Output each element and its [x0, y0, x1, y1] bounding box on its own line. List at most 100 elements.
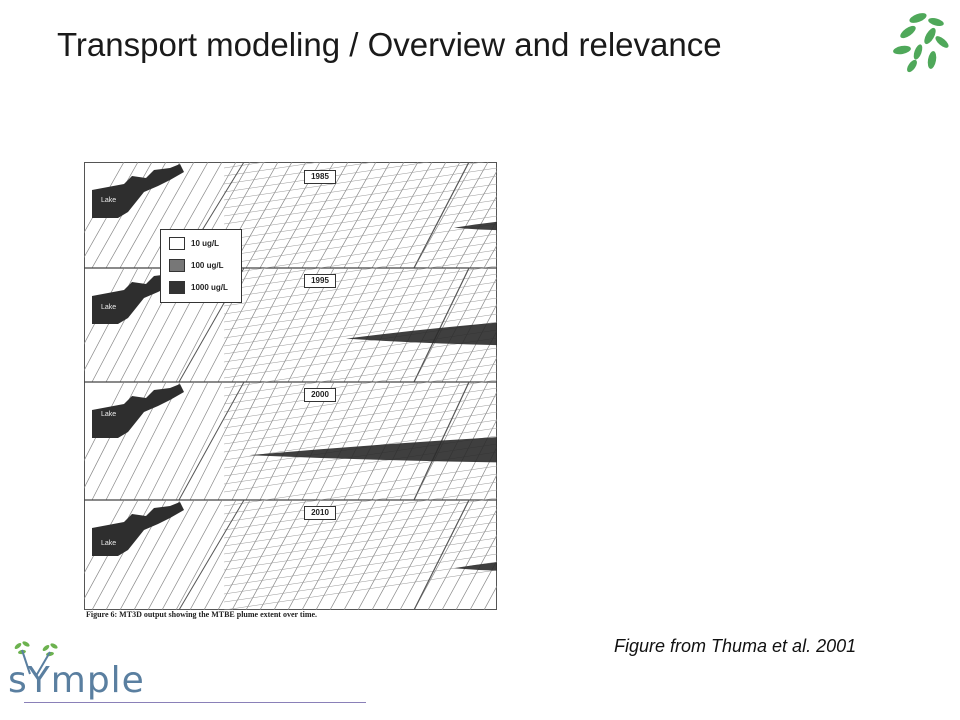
street-line — [223, 241, 498, 283]
footer-divider — [24, 702, 366, 703]
figure-credit: Figure from Thuma et al. 2001 — [614, 636, 857, 656]
street-line — [287, 161, 349, 269]
street-line — [245, 267, 307, 383]
street-line — [223, 289, 498, 331]
street-line — [245, 161, 307, 269]
street-line — [223, 465, 498, 507]
legend-swatch — [169, 236, 185, 250]
lake-label: Lake — [101, 540, 117, 547]
street-line — [223, 167, 498, 209]
street-line — [223, 313, 498, 355]
figure-caption: Figure 6: MT3D output showing the MTBE p… — [86, 610, 318, 619]
street-line — [231, 381, 293, 501]
year-label-2000: 2000 — [304, 388, 336, 402]
street-line — [223, 207, 498, 249]
street-line — [161, 381, 223, 501]
street-line — [119, 499, 181, 611]
legend-label: 1000 ug/L — [191, 282, 228, 292]
street-line — [223, 379, 498, 421]
street-line — [223, 537, 498, 579]
street-line — [223, 355, 498, 397]
street-line — [287, 381, 349, 501]
street-line — [343, 499, 405, 611]
street-line — [223, 273, 498, 315]
street-line — [223, 569, 498, 611]
road-line — [413, 161, 470, 269]
street-line — [217, 499, 279, 611]
street-line — [427, 267, 489, 383]
street-line — [223, 363, 498, 405]
plume-shape — [249, 437, 497, 463]
street-line — [223, 233, 498, 275]
street-line — [399, 267, 461, 383]
street-line — [147, 499, 209, 611]
figure-legend: 10 ug/L 100 ug/L 1000 ug/L — [160, 229, 242, 303]
street-line — [223, 497, 498, 539]
street-line — [217, 381, 279, 501]
road-line — [178, 381, 245, 501]
street-line — [133, 381, 195, 501]
street-line — [223, 545, 498, 587]
street-line — [203, 499, 265, 611]
street-line — [223, 337, 498, 379]
street-line — [175, 499, 237, 611]
lake-shape — [92, 164, 184, 218]
year-label-1995: 1995 — [304, 274, 336, 288]
street-line — [223, 403, 498, 445]
street-line — [223, 529, 498, 571]
lake-label: Lake — [101, 411, 117, 418]
symple-logo-text: sYmple — [8, 660, 145, 701]
street-line — [413, 499, 475, 611]
street-line — [223, 305, 498, 347]
figure-frame — [84, 162, 497, 610]
street-line — [371, 499, 433, 611]
street-line — [231, 161, 293, 269]
street-line — [223, 347, 498, 389]
street-line — [223, 257, 498, 299]
street-line — [385, 381, 447, 501]
street-line — [223, 249, 498, 291]
leaf-logo-icon — [893, 13, 949, 73]
street-line — [223, 481, 498, 523]
street-line — [223, 419, 498, 461]
street-line — [385, 161, 447, 269]
lake-label: Lake — [101, 304, 117, 311]
street-line — [427, 161, 489, 269]
street-line — [301, 161, 363, 269]
plume-shape — [346, 322, 497, 346]
legend-label: 100 ug/L — [191, 260, 224, 270]
street-line — [301, 499, 363, 611]
street-line — [203, 267, 265, 383]
street-line — [329, 267, 391, 383]
street-line — [217, 267, 279, 383]
symple-tree-icon — [14, 641, 58, 677]
slide-title: Transport modeling / Overview and releva… — [57, 26, 722, 63]
street-line — [371, 161, 433, 269]
street-line — [223, 281, 498, 323]
street-line — [175, 381, 237, 501]
legend-item: 10 ug/L — [169, 236, 219, 250]
street-line — [189, 499, 251, 611]
legend-label: 10 ug/L — [191, 238, 220, 248]
street-line — [357, 161, 419, 269]
street-line — [223, 473, 498, 515]
street-line — [315, 381, 377, 501]
street-line — [223, 191, 498, 233]
plume-shape — [454, 562, 497, 571]
street-line — [315, 161, 377, 269]
street-line — [357, 381, 419, 501]
street-line — [133, 161, 195, 269]
street-line — [287, 499, 349, 611]
street-line — [203, 381, 265, 501]
street-line — [223, 521, 498, 563]
street-line — [147, 381, 209, 501]
street-line — [399, 161, 461, 269]
street-line — [223, 175, 498, 217]
street-line — [223, 553, 498, 595]
year-label-1985: 1985 — [304, 170, 336, 184]
street-line — [161, 499, 223, 611]
legend-swatch — [169, 258, 185, 272]
street-line — [223, 215, 498, 257]
plume-figure — [63, 127, 811, 611]
plume-shape — [454, 221, 497, 231]
